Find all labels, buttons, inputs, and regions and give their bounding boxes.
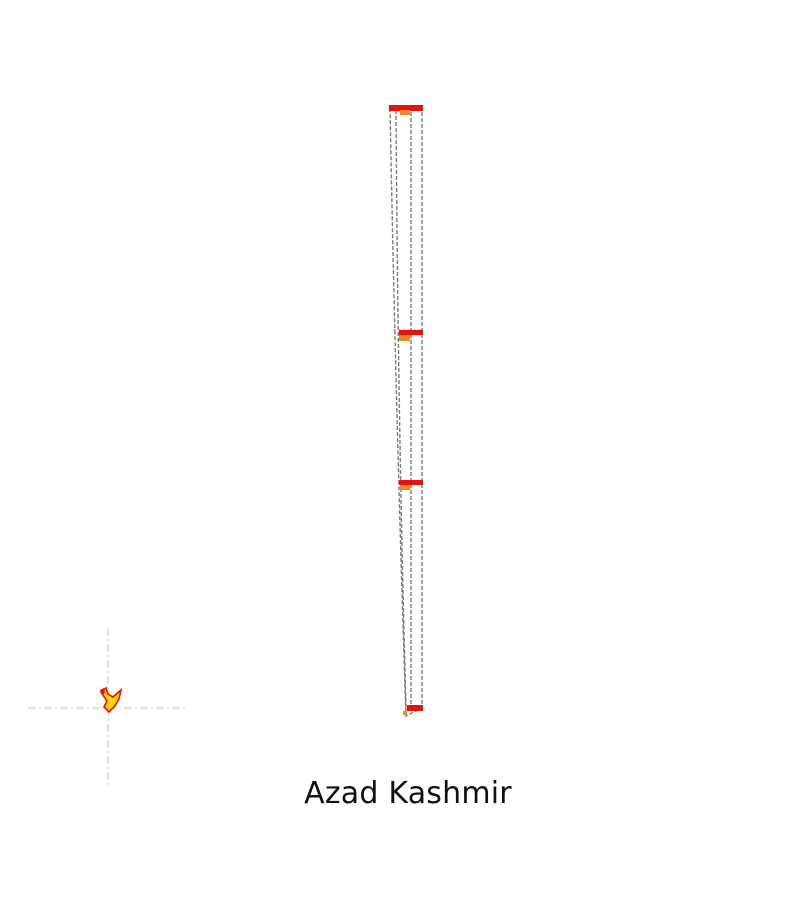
city-marker-1 bbox=[400, 110, 410, 115]
city-marker-3 bbox=[400, 485, 410, 490]
region-outline bbox=[389, 107, 423, 718]
boundary-bar-bottom bbox=[407, 705, 423, 711]
boundary-bar-top bbox=[389, 105, 423, 111]
map-title: Azad Kashmir bbox=[304, 776, 512, 811]
inset-region-highlight bbox=[100, 688, 105, 695]
locator-inset bbox=[28, 628, 188, 788]
boundary-bar-2 bbox=[399, 330, 423, 335]
boundary-bar-3 bbox=[399, 480, 423, 485]
boundary-bars bbox=[389, 105, 423, 711]
city-markers bbox=[399, 110, 410, 715]
inset-country-shape bbox=[99, 686, 123, 714]
inner-boundary-left bbox=[395, 109, 407, 709]
city-marker-4 bbox=[403, 711, 407, 715]
city-marker-2 bbox=[399, 335, 410, 341]
outer-boundary bbox=[389, 107, 423, 718]
